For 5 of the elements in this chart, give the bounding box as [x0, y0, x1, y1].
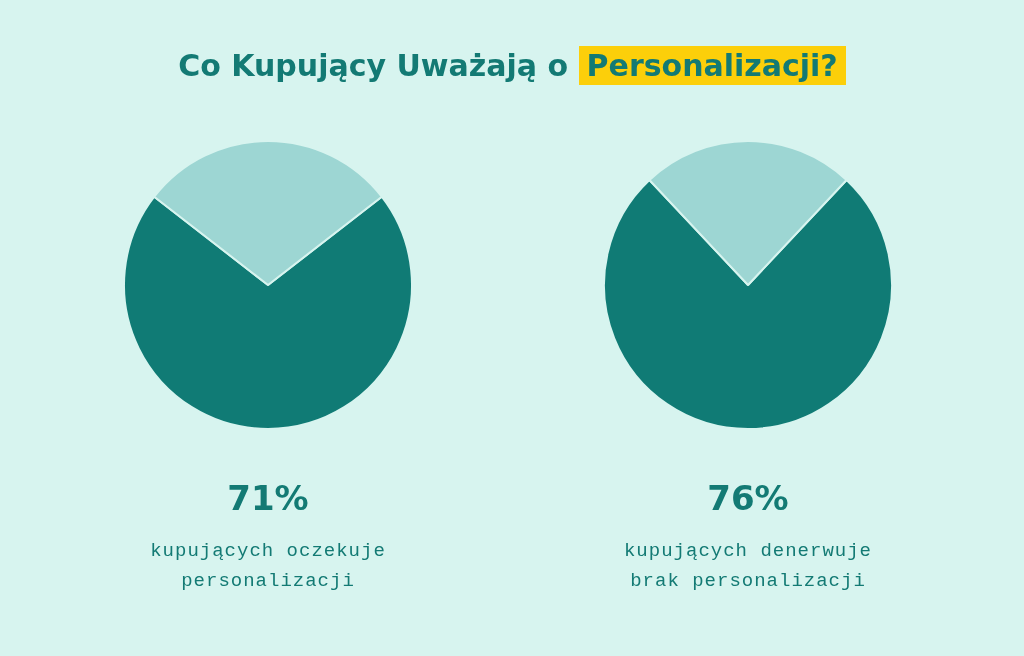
text: kupujących denerwuje brak personalizacji — [622, 539, 873, 594]
data-label: 71% — [226, 478, 310, 518]
text: Co Kupujący Uważają o Personalizacji? — [177, 47, 839, 85]
data-label: 76% — [706, 478, 790, 518]
text: kupujących oczekuje personalizacji — [149, 539, 387, 594]
